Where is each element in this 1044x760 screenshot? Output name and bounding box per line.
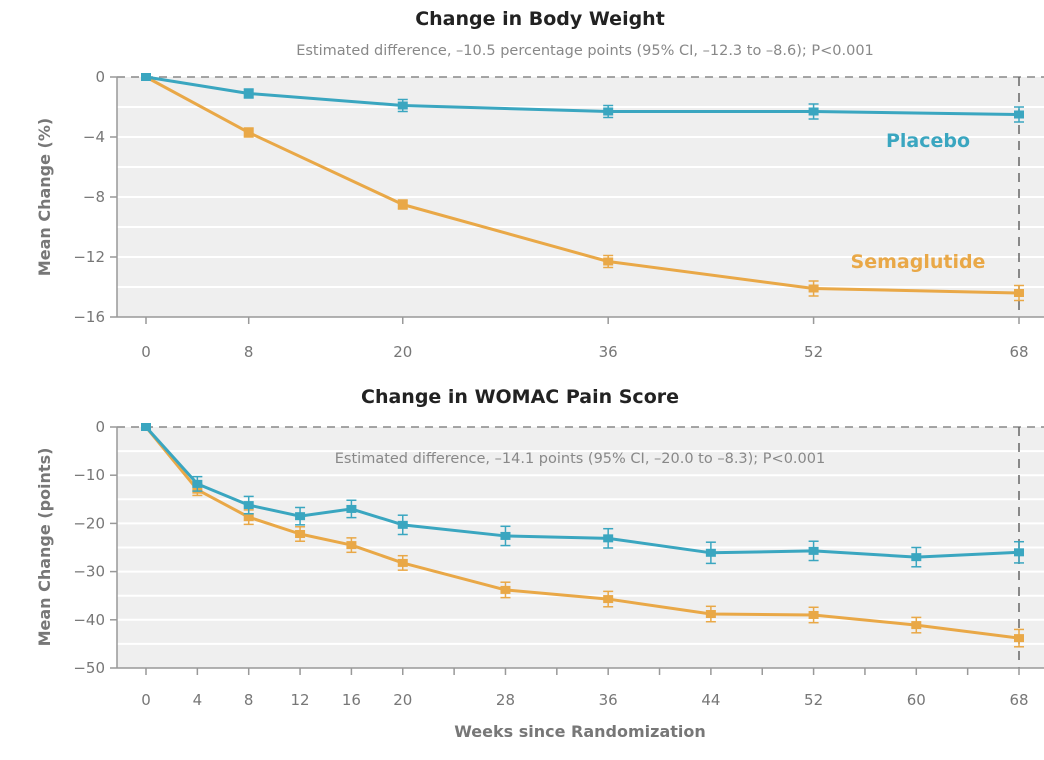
x-tick-label: 0	[141, 343, 151, 361]
data-point	[346, 541, 357, 550]
data-point	[705, 610, 716, 619]
chart-2-subtitle: Estimated difference, –14.1 points (95% …	[335, 451, 825, 467]
data-point	[808, 610, 819, 619]
data-point	[808, 284, 819, 293]
data-point	[295, 530, 306, 539]
y-tick-label: 0	[95, 68, 105, 86]
data-point	[808, 107, 819, 116]
data-point	[141, 423, 151, 431]
x-tick-label: 68	[1009, 691, 1028, 709]
chart-2-title: Change in WOMAC Pain Score	[361, 386, 679, 408]
series-line-placebo	[144, 425, 1020, 559]
data-point	[911, 553, 922, 562]
data-point	[295, 512, 306, 521]
x-tick-label: 52	[804, 691, 823, 709]
data-point	[397, 558, 408, 567]
y-tick-label: −8	[83, 188, 105, 206]
x-tick-label: 36	[599, 691, 618, 709]
x-tick-label: 0	[141, 691, 151, 709]
data-point	[500, 531, 511, 540]
series-semaglutide	[141, 423, 1024, 648]
data-point	[243, 501, 254, 510]
data-point	[192, 479, 203, 488]
y-tick-label: −4	[83, 128, 105, 146]
legend-semaglutide: Semaglutide	[851, 251, 986, 273]
data-point	[1014, 289, 1024, 297]
data-point	[500, 585, 511, 594]
chart-marks: 0 −4 −8 −12 −16 0 8 20 36 52 68 0 −10 −20 −30 −40 −50 0 4 8…	[73, 68, 1044, 709]
x-tick-label: 52	[804, 343, 823, 361]
data-point	[1014, 634, 1024, 643]
data-point	[603, 595, 614, 604]
x-tick-label: 16	[342, 691, 361, 709]
series-line-semaglutide	[145, 75, 1020, 295]
y-tick-label: −20	[73, 514, 105, 532]
data-point	[243, 513, 254, 522]
data-point	[603, 107, 614, 116]
chart-2-plot: 0 −10 −20 −30 −40 −50 0 4 8 12 16 20 28 36 44 52 60 68	[73, 418, 1044, 709]
x-tick-label: 68	[1009, 343, 1028, 361]
data-point	[141, 73, 151, 81]
series-placebo	[141, 73, 1024, 123]
data-point	[808, 546, 819, 555]
y-tick-label: −10	[73, 466, 105, 484]
y-tick-label: −30	[73, 563, 105, 581]
data-point	[397, 101, 408, 110]
series-semaglutide	[141, 73, 1024, 302]
data-point	[243, 128, 254, 137]
y-tick-label: −40	[73, 611, 105, 629]
data-point	[603, 257, 614, 266]
y-tick-label: −12	[73, 248, 105, 266]
x-tick-label: 28	[496, 691, 515, 709]
chart-1-title: Change in Body Weight	[415, 8, 665, 30]
y-tick-label: 0	[95, 418, 105, 436]
x-tick-label: 20	[393, 343, 412, 361]
data-point	[397, 200, 408, 209]
x-tick-label: 12	[291, 691, 310, 709]
x-tick-label: 8	[244, 343, 254, 361]
series-placebo	[141, 423, 1024, 568]
chart-1-plot: 0 −4 −8 −12 −16 0 8 20 36 52 68	[73, 68, 1044, 361]
x-tick-label: 20	[393, 691, 412, 709]
chart-1-ylabel: Mean Change (%)	[35, 118, 54, 276]
x-tick-label: 60	[907, 691, 926, 709]
data-point	[911, 621, 922, 630]
data-point	[1014, 110, 1024, 119]
x-tick-label: 44	[701, 691, 720, 709]
data-point	[705, 548, 716, 557]
y-tick-label: −16	[73, 308, 105, 326]
data-point	[243, 89, 254, 98]
x-tick-label: 4	[193, 691, 203, 709]
x-tick-label: 8	[244, 691, 254, 709]
data-point	[603, 534, 614, 543]
chart-2-ylabel: Mean Change (points)	[35, 448, 54, 647]
chart-1-subtitle: Estimated difference, –10.5 percentage p…	[296, 43, 874, 59]
data-point	[1014, 548, 1024, 557]
data-point	[397, 520, 408, 529]
x-tick-label: 36	[599, 343, 618, 361]
legend-placebo: Placebo	[886, 130, 970, 152]
y-tick-label: −50	[73, 659, 105, 677]
series-line-placebo	[145, 75, 1020, 116]
data-point	[346, 504, 357, 513]
chart-2-xlabel: Weeks since Randomization	[454, 722, 706, 741]
series-line-semaglutide	[144, 426, 1020, 640]
